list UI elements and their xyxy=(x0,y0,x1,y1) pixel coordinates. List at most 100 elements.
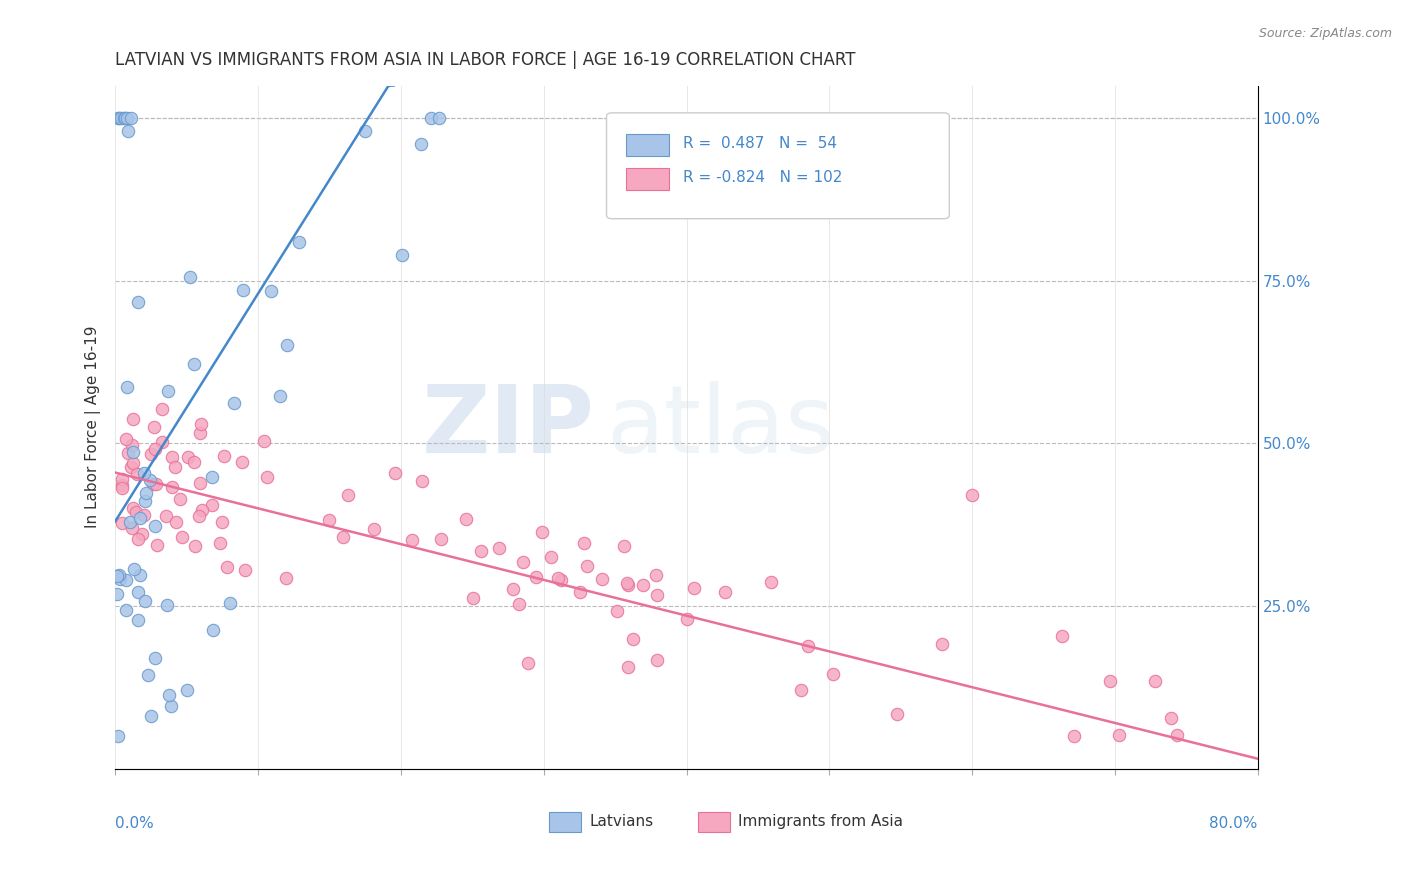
Text: LATVIAN VS IMMIGRANTS FROM ASIA IN LABOR FORCE | AGE 16-19 CORRELATION CHART: LATVIAN VS IMMIGRANTS FROM ASIA IN LABOR… xyxy=(115,51,856,69)
Point xyxy=(260,284,283,298)
Point xyxy=(547,571,569,585)
Point xyxy=(145,519,167,533)
Point xyxy=(139,447,162,461)
Point xyxy=(461,591,484,605)
Point xyxy=(517,656,540,670)
FancyBboxPatch shape xyxy=(606,112,949,219)
Point xyxy=(112,111,135,125)
Point xyxy=(134,494,156,508)
Point xyxy=(540,550,562,565)
Point xyxy=(179,269,201,284)
Point xyxy=(287,235,309,249)
Point xyxy=(508,597,530,611)
Text: 80.0%: 80.0% xyxy=(1209,816,1258,831)
Text: atlas: atlas xyxy=(606,381,835,473)
Point xyxy=(613,539,636,553)
Point xyxy=(128,568,150,582)
Point xyxy=(111,472,134,486)
Point xyxy=(134,593,156,607)
Point xyxy=(105,587,128,601)
Point xyxy=(256,470,278,484)
Point xyxy=(617,660,640,674)
Point xyxy=(621,632,644,646)
Point xyxy=(823,667,845,681)
Point xyxy=(188,508,211,523)
Point xyxy=(146,538,169,552)
Point xyxy=(157,688,180,702)
Point xyxy=(150,402,173,417)
Point xyxy=(132,508,155,523)
Point xyxy=(797,639,820,653)
Point xyxy=(191,503,214,517)
Point xyxy=(120,111,142,125)
Point xyxy=(488,541,510,556)
Point xyxy=(155,598,177,612)
Point xyxy=(159,698,181,713)
Point xyxy=(131,527,153,541)
Point xyxy=(122,562,145,576)
Point xyxy=(430,532,453,546)
Text: ZIP: ZIP xyxy=(422,381,595,473)
Point xyxy=(142,420,165,434)
Point xyxy=(169,491,191,506)
Point xyxy=(253,434,276,449)
Point xyxy=(145,476,167,491)
Point xyxy=(1050,629,1073,643)
Point xyxy=(122,445,145,459)
Point xyxy=(166,516,188,530)
Point xyxy=(606,604,628,618)
Point xyxy=(132,467,155,481)
Point xyxy=(201,499,224,513)
Point xyxy=(118,515,141,529)
Point xyxy=(108,572,131,586)
Point xyxy=(391,248,413,262)
Point xyxy=(790,683,813,698)
Text: Latvians: Latvians xyxy=(589,814,654,830)
Point xyxy=(188,425,211,440)
Point xyxy=(411,474,433,488)
Point xyxy=(886,706,908,721)
Point xyxy=(143,442,166,457)
Point xyxy=(127,532,149,546)
Point xyxy=(200,470,222,484)
Point xyxy=(127,294,149,309)
Point xyxy=(550,574,572,588)
Point xyxy=(960,488,983,502)
Point xyxy=(105,569,128,583)
Point xyxy=(110,111,132,125)
Point xyxy=(202,623,225,637)
Point xyxy=(222,395,245,409)
Point xyxy=(139,709,162,723)
Point xyxy=(318,513,340,527)
Point xyxy=(107,111,129,125)
Point xyxy=(572,535,595,549)
Point xyxy=(111,516,134,530)
Point xyxy=(276,337,298,351)
Text: R =  0.487   N =  54: R = 0.487 N = 54 xyxy=(683,136,837,151)
Point xyxy=(111,481,134,495)
Point xyxy=(139,473,162,487)
Point xyxy=(1143,673,1166,688)
Point xyxy=(176,450,198,464)
Point xyxy=(142,477,165,491)
Bar xyxy=(550,812,582,832)
Point xyxy=(117,445,139,459)
Point xyxy=(143,651,166,665)
Point xyxy=(127,584,149,599)
Point xyxy=(176,683,198,698)
Point xyxy=(631,578,654,592)
Point xyxy=(108,567,131,582)
Point xyxy=(218,596,240,610)
Point xyxy=(617,578,640,592)
Point xyxy=(121,438,143,452)
Point xyxy=(470,544,492,558)
Point xyxy=(524,570,547,584)
Y-axis label: In Labor Force | Age 16-19: In Labor Force | Age 16-19 xyxy=(86,326,101,528)
Bar xyxy=(626,169,669,190)
Point xyxy=(120,460,142,475)
Point xyxy=(129,511,152,525)
Point xyxy=(232,283,254,297)
Point xyxy=(231,455,253,469)
Point xyxy=(411,136,433,151)
Text: Source: ZipAtlas.com: Source: ZipAtlas.com xyxy=(1258,27,1392,40)
